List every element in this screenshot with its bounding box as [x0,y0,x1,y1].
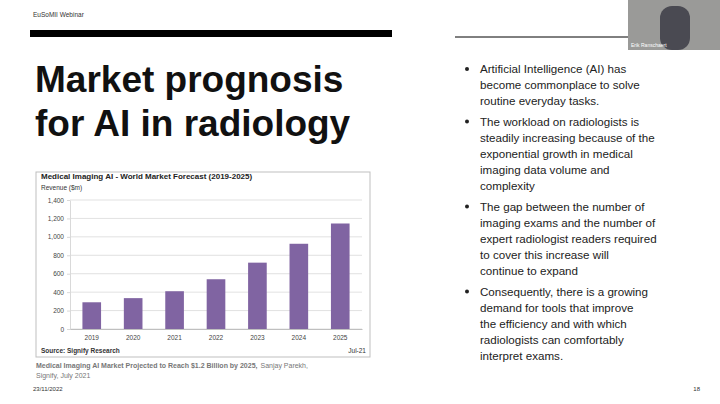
y-tick-mark [67,274,70,275]
x-tick: 2022 [209,334,224,341]
y-tick-mark [67,329,70,330]
x-tick: 2021 [167,334,182,341]
date-note: Jul-21 [348,347,366,354]
webcam [628,0,720,50]
bullet-text: imaging data volume and [480,163,610,176]
x-tick-label: 2020 [126,334,141,341]
y-tick-mark [67,218,70,219]
y-axis-title: Revenue ($m) [41,184,82,192]
grid-line [70,218,362,219]
y-axis-line [70,201,71,330]
bullet-text: demand for tools that improve [480,301,633,314]
y-tick-label: 1,400 [48,197,65,204]
bullet-text: become commonplace to solve [480,78,640,91]
speaker-name: Erik Ranschaert [631,42,667,48]
bar [165,291,184,329]
bar [82,302,101,329]
y-tick: 800 [53,252,70,259]
y-tick-label: 800 [53,252,64,259]
y-tick-label: 1,200 [48,215,65,222]
bullet-text: The gap between the number of [480,200,645,213]
header-bar [30,30,392,37]
bullet-text: steadily increasing because of the [480,131,655,144]
bar [207,279,226,329]
y-tick-mark [67,255,70,256]
x-tick-label: 2019 [85,334,100,341]
y-tick-label: 400 [53,289,64,296]
x-tick: 2020 [126,334,141,341]
bullet-text: routine everyday tasks. [480,94,599,107]
bullet-text: continue to expand [480,264,578,277]
y-tick-mark [67,311,70,312]
bullet-text: interpret exams. [480,349,563,362]
y-tick-mark [67,292,70,293]
bullet-text: exponential growth in medical [480,147,633,160]
grid-line [70,236,362,237]
y-tick-mark [67,237,70,238]
chart-frame [36,172,370,357]
bullet-dot [465,290,469,294]
x-axis: 2019 2020 2021 2022 2023 2024 2025 [71,330,363,341]
bullet-text: to cover this increase will [480,248,609,261]
bullet-text: complexity [480,179,535,192]
bar [248,263,267,329]
slide-title: for AI in radiology [35,103,351,144]
grid [70,200,362,329]
bullet-dot [465,205,469,209]
y-tick: 200 [53,307,70,314]
slide-date: 23/11/2022 [33,386,63,392]
x-axis-line [71,329,363,330]
y-tick-label: 200 [53,307,64,314]
caption-credit: Sanjay Parekh, [260,362,308,370]
page-number: 18 [693,386,700,392]
x-tick-label: 2023 [250,334,265,341]
bullet-text: Artificial Intelligence (AI) has [480,62,626,75]
background [0,0,720,404]
slide: EuSoMII Webinar Erik Ranschaert Market pro… [0,0,720,404]
x-tick: 2024 [292,334,307,341]
bar [331,223,350,329]
caption: Medical Imaging AI Market Projected to R… [36,362,308,370]
x-tick: 2019 [85,334,100,341]
caption-credit: Signify, July 2021 [36,372,90,380]
bar [290,244,309,329]
bullet-text: Consequently, there is a growing [480,285,648,298]
y-axis: 0 200 400 600 800 1,000 1,200 1,400 [48,197,71,333]
x-tick-label: 2024 [292,334,307,341]
bullet-text: radiologists can comfortably [480,333,624,346]
y-tick-label: 0 [60,326,64,333]
grid-line [70,255,362,256]
caption-headline: Medical Imaging AI Market Projected to R… [36,362,258,370]
x-tick-label: 2022 [209,334,224,341]
bullet-text: expert radiologist readers required [480,232,657,245]
y-tick-label: 1,000 [48,233,65,240]
x-tick-label: 2021 [167,334,182,341]
chart-title: Medical Imaging AI - World Market Foreca… [41,172,253,181]
bar [124,298,143,329]
y-tick: 0 [60,326,70,333]
grid-line [70,200,362,201]
header: EuSoMII Webinar [33,11,85,18]
y-tick: 1,400 [48,197,70,204]
x-tick: 2025 [333,334,348,341]
x-tick: 2023 [250,334,265,341]
y-tick-label: 600 [53,270,64,277]
y-tick-mark [67,200,70,201]
y-tick: 1,000 [48,233,70,240]
bullet-text: The workload on radiologists is [480,115,639,128]
bullet-dot [465,120,469,124]
bullet-text: imaging exams and the number of [480,216,656,229]
grid-line [70,273,362,274]
bullet-text: the efficiency and with which [480,317,627,330]
y-tick: 600 [53,270,70,277]
slide-title: Market prognosis [35,59,343,100]
source-note: Source: Signify Research [41,347,120,355]
bullet-dot [465,67,469,71]
y-tick: 400 [53,289,70,296]
bars [82,223,349,329]
y-tick: 1,200 [48,215,70,222]
x-tick-label: 2025 [333,334,348,341]
